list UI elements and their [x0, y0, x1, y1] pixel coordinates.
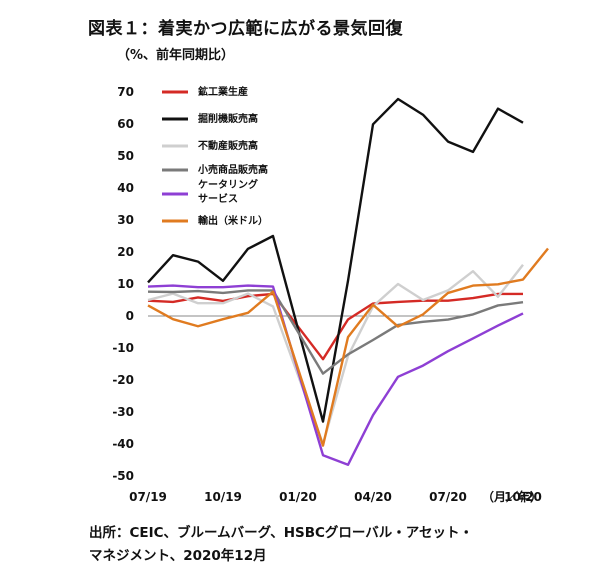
y-tick-label: 10 — [117, 277, 134, 291]
legend-label-line2: サービス — [198, 192, 238, 205]
y-tick-label: -40 — [112, 437, 134, 451]
y-tick-label: 60 — [117, 117, 134, 131]
y-tick-label: 20 — [117, 245, 134, 259]
x-tick-label: 07/19 — [129, 490, 167, 504]
legend-label: 小売商品販売高 — [197, 163, 268, 176]
series-line — [147, 292, 523, 361]
y-tick-label: 30 — [117, 213, 134, 227]
legend-label: 鉱工業生産 — [198, 85, 248, 98]
legend-label: 掘削機販売高 — [198, 112, 258, 125]
y-tick-label: -20 — [112, 373, 134, 387]
y-tick-label: 50 — [117, 149, 134, 163]
x-tick-label: 10/20 — [504, 490, 542, 504]
x-unit-label: （月／年） — [482, 489, 542, 504]
chart-title: 図表１：着実かつ広範に広がる景気回復 — [88, 19, 403, 39]
legend: 鉱工業生産掘削機販売高不動産販売高小売商品販売高ケータリングサービス輸出（米ドル… — [162, 85, 268, 227]
axes: 70 60 50 40 30 20 10 0 -10 -20 -30 -40 -50 07/19 10/19… — [112, 85, 542, 504]
y-unit-label: （%、前年同期比） — [117, 48, 235, 63]
y-tick-label: -10 — [112, 341, 134, 355]
y-tick-label: 0 — [126, 309, 134, 323]
y-tick-label: -50 — [112, 469, 134, 483]
y-tick-label: 40 — [117, 181, 134, 195]
series-line — [147, 284, 524, 466]
x-tick-label: 01/20 — [279, 490, 317, 504]
legend-label: ケータリング — [198, 178, 258, 191]
series-line — [147, 289, 524, 375]
series-lines — [147, 97, 549, 466]
series-line — [147, 247, 549, 447]
x-tick-label: 07/20 — [429, 490, 467, 504]
series-line — [147, 97, 524, 423]
source-line-2: マネジメント、2020年12月 — [89, 548, 267, 564]
source-line-1: 出所：CEIC、ブルームバーグ、HSBCグローバル・アセット・ — [89, 525, 474, 541]
y-tick-label: -30 — [112, 405, 134, 419]
series-line — [147, 264, 524, 446]
legend-label: 輸出（米ドル） — [198, 214, 268, 227]
y-tick-label: 70 — [117, 85, 134, 99]
legend-label: 不動産販売高 — [198, 139, 258, 152]
source-note: 出所：CEIC、ブルームバーグ、HSBCグローバル・アセット・ マネジメント、2… — [89, 522, 473, 568]
x-tick-label: 10/19 — [204, 490, 242, 504]
x-tick-label: 04/20 — [354, 490, 392, 504]
